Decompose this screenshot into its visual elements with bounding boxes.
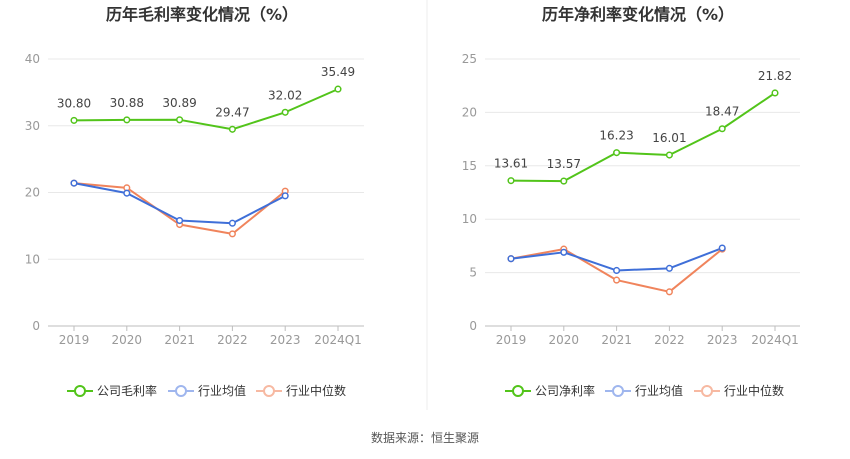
data-point-company[interactable] (334, 85, 342, 93)
data-label: 21.82 (758, 69, 792, 83)
x-tick-label: 2021 (164, 333, 195, 347)
data-point-industry-avg[interactable] (665, 264, 673, 272)
data-label: 32.02 (268, 88, 302, 102)
data-point-company[interactable] (507, 177, 515, 185)
data-point-industry-avg[interactable] (281, 192, 289, 200)
x-tick-label: 2023 (270, 333, 301, 347)
y-tick-label: 0 (32, 319, 40, 333)
data-point-company[interactable] (665, 151, 673, 159)
y-tick-label: 10 (462, 212, 477, 226)
data-point-company[interactable] (613, 149, 621, 157)
net-margin-chart-title: 历年净利率变化情况（%） (542, 5, 734, 24)
data-point-company[interactable] (176, 116, 184, 124)
data-label: 30.89 (162, 96, 196, 110)
y-tick-label: 25 (462, 52, 477, 66)
data-point-company[interactable] (560, 177, 568, 185)
x-tick-label: 2023 (707, 333, 738, 347)
series-line-company (73, 88, 339, 131)
y-tick-label: 20 (25, 186, 40, 200)
legend-avg-label: 行业均值 (198, 383, 246, 398)
data-point-company[interactable] (771, 89, 779, 97)
data-label: 35.49 (321, 65, 355, 79)
x-tick-label: 2024Q1 (314, 333, 362, 347)
data-point-industry-avg[interactable] (613, 266, 621, 275)
data-source-label: 数据来源：恒生聚源 (371, 430, 479, 445)
legend-item-industry-avg[interactable]: 行业均值 (605, 383, 683, 398)
gross-margin-chart-title: 历年毛利率变化情况（%） (106, 5, 298, 24)
legend-avg-marker (175, 385, 187, 397)
x-tick-label: 2021 (601, 333, 632, 347)
legend-median-label: 行业中位数 (286, 383, 346, 398)
legend-avg-label: 行业均值 (635, 383, 683, 398)
y-tick-label: 10 (25, 252, 40, 266)
y-tick-label: 0 (469, 319, 477, 333)
legend-company-label: 公司毛利率 (97, 383, 157, 398)
legend-item-company[interactable]: 公司毛利率 (67, 383, 157, 398)
legend-median-marker (701, 385, 713, 397)
y-tick-label: 15 (462, 159, 477, 173)
x-tick-label: 2020 (112, 333, 143, 347)
data-point-industry-avg[interactable] (123, 189, 131, 197)
legend-company-label: 公司净利率 (535, 383, 595, 398)
legend-median-label: 行业中位数 (724, 383, 784, 398)
x-tick-label: 2019 (496, 333, 527, 347)
data-point-company[interactable] (281, 108, 289, 116)
x-tick-label: 2024Q1 (751, 333, 799, 347)
legend-avg-marker (612, 385, 624, 397)
y-tick-label: 30 (25, 119, 40, 133)
data-point-company[interactable] (123, 116, 131, 124)
data-label: 16.01 (652, 131, 686, 145)
net-margin-chart: 历年净利率变化情况（%） 0 5 10 15 20 25 2019 2020 2021 2022… (462, 5, 800, 398)
x-tick-label: 2022 (654, 333, 685, 347)
x-tick-label: 2019 (59, 333, 90, 347)
legend-item-industry-median[interactable]: 行业中位数 (694, 383, 784, 398)
data-label: 30.88 (110, 96, 144, 110)
x-tick-label: 2020 (549, 333, 580, 347)
data-label: 13.61 (494, 157, 528, 171)
data-point-industry-avg[interactable] (176, 216, 184, 225)
data-point-industry-avg[interactable] (507, 255, 515, 263)
net-margin-legend: 公司净利率 行业均值 行业中位数 (505, 383, 784, 398)
data-point-industry-median[interactable] (613, 276, 621, 284)
data-point-industry-avg[interactable] (228, 219, 236, 227)
data-label: 30.80 (57, 96, 91, 110)
y-tick-label: 5 (469, 266, 477, 280)
data-label: 18.47 (705, 105, 739, 119)
series-line-company (510, 92, 776, 183)
y-tick-label: 20 (462, 105, 477, 119)
y-tick-label: 40 (25, 52, 40, 66)
legend-median-marker (263, 385, 275, 397)
gross-margin-chart: 历年毛利率变化情况（%） 0 10 20 30 40 2019 2020 2021 2022 2… (25, 5, 364, 398)
legend-company-marker (512, 385, 524, 397)
data-point-industry-avg[interactable] (70, 179, 78, 187)
data-label: 29.47 (215, 105, 249, 119)
data-point-industry-median[interactable] (228, 230, 236, 238)
data-point-company[interactable] (718, 125, 726, 133)
legend-item-industry-avg[interactable]: 行业均值 (168, 383, 246, 398)
legend-item-industry-median[interactable]: 行业中位数 (256, 383, 346, 398)
data-point-industry-avg[interactable] (560, 248, 568, 256)
data-label: 16.23 (599, 129, 633, 143)
data-point-industry-median[interactable] (665, 288, 673, 296)
legend-company-marker (74, 385, 86, 397)
x-tick-label: 2022 (217, 333, 248, 347)
data-point-industry-avg[interactable] (718, 244, 726, 252)
data-point-company[interactable] (228, 125, 236, 133)
gross-margin-legend: 公司毛利率 行业均值 行业中位数 (67, 383, 346, 398)
data-label: 13.57 (547, 157, 581, 171)
legend-item-company[interactable]: 公司净利率 (505, 383, 595, 398)
data-point-company[interactable] (70, 116, 78, 124)
